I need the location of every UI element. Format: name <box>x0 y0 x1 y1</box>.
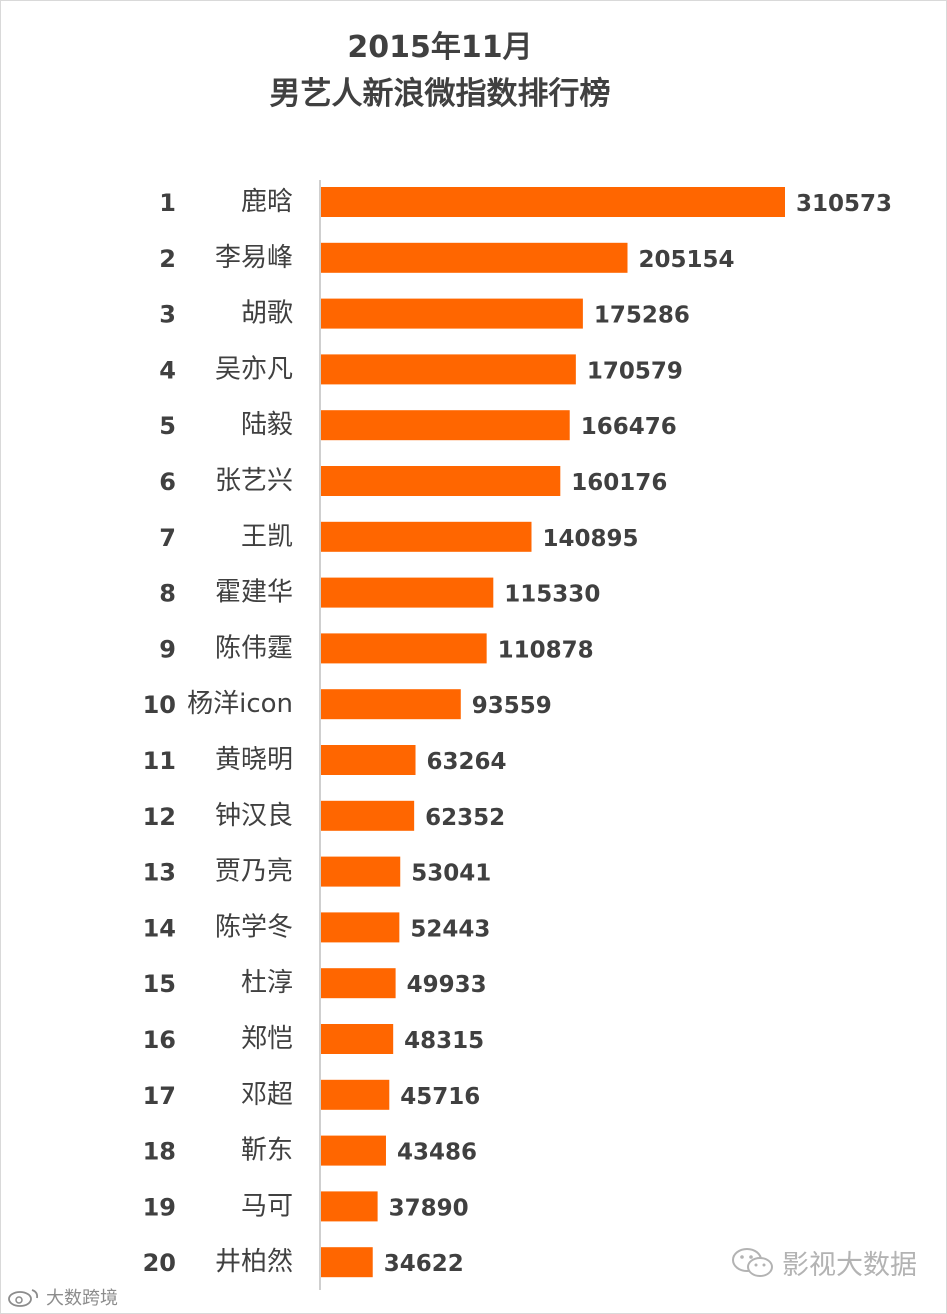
bar <box>321 298 583 329</box>
rank-label: 9 <box>159 635 176 663</box>
rank-label: 20 <box>143 1249 176 1277</box>
rank-label: 7 <box>159 524 176 552</box>
bar <box>321 577 494 608</box>
category-label: 井柏然 <box>215 1247 293 1277</box>
rank-label: 4 <box>159 356 176 384</box>
bar <box>321 187 785 217</box>
chart-subtitle: 男艺人新浪微指数排行榜 <box>269 76 611 112</box>
data-label: 49933 <box>407 972 487 998</box>
bar <box>321 633 487 664</box>
bar <box>321 466 561 496</box>
category-label: 杜淳 <box>241 968 293 998</box>
rank-label: 11 <box>143 747 176 775</box>
data-label: 175286 <box>594 303 690 329</box>
category-label: 郑恺 <box>241 1024 293 1054</box>
data-label: 37890 <box>389 1195 469 1221</box>
category-label: 邓超 <box>241 1080 293 1110</box>
bar <box>321 689 461 720</box>
category-label: 杨洋icon <box>187 689 293 719</box>
bars-group: 1 鹿晗 310573 2 李易峰 205154 3 胡歌 175286 4 吴亦凡 170579 5 陆… <box>143 187 892 1278</box>
data-label: 62352 <box>425 805 505 831</box>
rank-label: 8 <box>159 580 176 608</box>
bar <box>321 354 576 385</box>
bar <box>321 1079 390 1110</box>
bar <box>321 800 415 831</box>
data-label: 115330 <box>504 582 600 608</box>
bar <box>321 745 416 775</box>
category-label: 钟汉良 <box>215 801 293 831</box>
bar <box>321 1024 394 1054</box>
watermark-right: 影视大数据 <box>730 1243 917 1282</box>
category-label: 靳东 <box>241 1136 293 1166</box>
category-label: 贾乃亮 <box>215 857 293 887</box>
data-label: 43486 <box>397 1140 477 1166</box>
bar <box>321 521 532 552</box>
category-label: 李易峰 <box>215 243 293 273</box>
watermark-left-text: 大数跨境 <box>46 1288 118 1309</box>
bar <box>321 912 400 943</box>
category-label: 马可 <box>241 1191 293 1221</box>
data-label: 160176 <box>571 470 667 496</box>
data-label: 93559 <box>472 693 552 719</box>
category-label: 张艺兴 <box>215 466 293 496</box>
rank-label: 19 <box>143 1193 176 1221</box>
category-label: 陈学冬 <box>215 912 293 942</box>
wechat-icon <box>732 1247 773 1277</box>
rank-label: 1 <box>159 189 176 217</box>
data-label: 110878 <box>498 637 594 663</box>
bar <box>321 1191 378 1222</box>
rank-label: 18 <box>143 1138 176 1166</box>
rank-label: 10 <box>143 691 176 719</box>
rank-label: 2 <box>159 245 176 273</box>
rank-label: 6 <box>159 468 176 496</box>
rank-label: 16 <box>143 1026 176 1054</box>
data-label: 48315 <box>404 1028 484 1054</box>
rank-label: 5 <box>159 412 176 440</box>
bar <box>321 242 628 273</box>
bar <box>321 1135 386 1166</box>
bar <box>321 856 401 887</box>
category-label: 胡歌 <box>241 299 293 329</box>
bar <box>321 410 570 441</box>
rank-label: 3 <box>159 301 176 329</box>
data-label: 140895 <box>542 526 638 552</box>
data-label: 205154 <box>639 247 735 273</box>
data-label: 170579 <box>587 358 683 384</box>
category-label: 陆毅 <box>241 410 293 440</box>
category-label: 王凯 <box>241 522 293 552</box>
data-label: 45716 <box>400 1084 480 1110</box>
rank-label: 17 <box>143 1082 176 1110</box>
rank-label: 15 <box>143 970 176 998</box>
data-label: 53041 <box>411 861 491 887</box>
data-label: 34622 <box>384 1251 464 1277</box>
data-label: 63264 <box>427 749 507 775</box>
category-label: 鹿晗 <box>241 187 293 217</box>
data-label: 166476 <box>581 414 677 440</box>
rank-label: 13 <box>143 859 176 887</box>
data-label: 52443 <box>410 916 490 942</box>
watermark-right-text: 影视大数据 <box>782 1250 917 1281</box>
category-label: 陈伟霆 <box>215 633 293 663</box>
bar <box>321 968 396 999</box>
rank-label: 14 <box>143 914 176 942</box>
bar <box>321 1247 373 1278</box>
category-label: 黄晓明 <box>215 745 293 775</box>
chart-title: 2015年11月 <box>347 30 533 65</box>
watermark-left: 大数跨境 <box>6 1284 118 1310</box>
category-label: 吴亦凡 <box>215 354 293 384</box>
data-label: 310573 <box>796 191 892 217</box>
rank-label: 12 <box>143 803 176 831</box>
category-label: 霍建华 <box>215 578 293 608</box>
weibo-icon <box>8 1289 39 1307</box>
